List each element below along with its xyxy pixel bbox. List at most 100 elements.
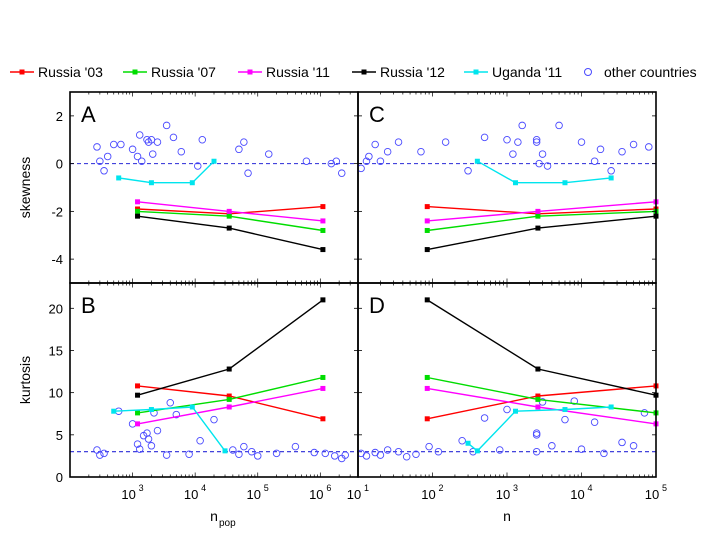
data-point (535, 396, 541, 402)
y-tick-label: 2 (56, 109, 63, 124)
y-tick-label: -4 (51, 252, 63, 267)
other-country-point (291, 442, 300, 451)
data-point (424, 385, 430, 391)
series-russia-11 (135, 385, 326, 427)
other-country-point (538, 398, 547, 406)
x-tick-label-base: 10 (347, 487, 361, 502)
x-tick-label-base: 10 (184, 487, 198, 502)
series-uganda-11 (474, 158, 614, 186)
other-country-point (93, 143, 101, 151)
data-point (535, 213, 541, 219)
series-russia-07 (135, 208, 326, 233)
other-country-point (100, 167, 108, 175)
other-country-point (570, 397, 579, 405)
series-line (477, 160, 612, 184)
data-point (135, 213, 141, 219)
other-country-point (503, 405, 511, 414)
x-tick-label: 10 1 (347, 483, 369, 502)
legend-label: other countries (604, 64, 697, 80)
other-country-point (417, 147, 425, 156)
data-point (535, 393, 541, 399)
other-country-point (147, 442, 156, 450)
series-line (113, 406, 226, 452)
legend-label: Russia '12 (380, 64, 445, 80)
x-tick-label-base: 10 (645, 487, 659, 502)
x-axis-label-subscript: pop (219, 518, 236, 529)
data-point (226, 393, 232, 399)
other-country-point (480, 133, 489, 142)
other-country-point (109, 140, 118, 149)
other-country-point (645, 143, 653, 151)
series-russia-03 (135, 383, 326, 422)
other-country-point (196, 436, 204, 445)
other-country-point (194, 162, 202, 170)
axes-frame (357, 91, 657, 284)
data-point (424, 227, 430, 233)
other-country-point (383, 446, 392, 454)
other-country-point (169, 133, 178, 142)
legend-label: Russia '11 (266, 64, 330, 80)
other-country-point (93, 446, 101, 454)
other-country-point (210, 415, 218, 424)
other-country-point (371, 140, 379, 149)
other-country-point (383, 147, 392, 156)
data-point (320, 374, 326, 380)
other-country-point (518, 121, 526, 130)
legend-item-russia-12: Russia '12 (352, 64, 445, 80)
other-country-point (535, 159, 543, 168)
other-country-point (503, 135, 511, 144)
data-point (320, 416, 326, 422)
other-country-point (532, 135, 541, 144)
series-russia-12 (424, 297, 659, 398)
other-country-point (358, 164, 365, 173)
other-country-point (514, 138, 522, 146)
legend-swatch-marker (19, 69, 25, 75)
y-tick-label: 0 (56, 470, 63, 485)
series-line (137, 385, 324, 420)
other-country-point (538, 150, 547, 158)
other-country-point (177, 147, 186, 156)
other-country-point (362, 452, 371, 460)
legend-item-russia-11: Russia '11 (238, 64, 330, 80)
other-country-point (240, 138, 248, 146)
x-tick-label: 10 6 (309, 483, 331, 502)
other-country-point (402, 453, 411, 461)
data-point (226, 208, 232, 214)
data-point (320, 227, 326, 233)
other-country-point (128, 420, 137, 428)
data-point (424, 297, 430, 303)
other-country-point (117, 140, 125, 149)
data-point (608, 175, 614, 181)
other-country-point (135, 131, 144, 139)
other-country-point (302, 157, 311, 165)
x-tick-label-exponent: 3 (139, 483, 144, 493)
data-point (148, 407, 154, 413)
data-point (535, 225, 541, 231)
panel-letter: D (369, 293, 385, 318)
x-tick-label-exponent: 5 (662, 483, 667, 493)
other-country-point (330, 452, 339, 460)
data-point (320, 204, 326, 210)
data-point (562, 180, 568, 186)
legend-label: Russia '07 (151, 64, 216, 80)
x-axis-label: n (210, 508, 218, 524)
other-country-point (153, 138, 162, 146)
other-country-point (185, 450, 193, 458)
other-country-point (543, 162, 552, 170)
series-line (426, 299, 657, 396)
series-line (467, 406, 612, 452)
other-country-point (577, 445, 586, 453)
x-tick-label: 10 3 (121, 483, 143, 502)
other-country-point (235, 145, 243, 154)
axes-frame (357, 282, 657, 478)
other-country-point (590, 157, 599, 165)
data-point (135, 208, 141, 214)
data-point (320, 297, 326, 303)
other-country-point (561, 415, 569, 424)
x-tick-label-exponent: 2 (439, 483, 444, 493)
other-country-point (458, 436, 466, 445)
other-country-point (128, 145, 137, 154)
legend-swatch-marker (361, 69, 367, 75)
